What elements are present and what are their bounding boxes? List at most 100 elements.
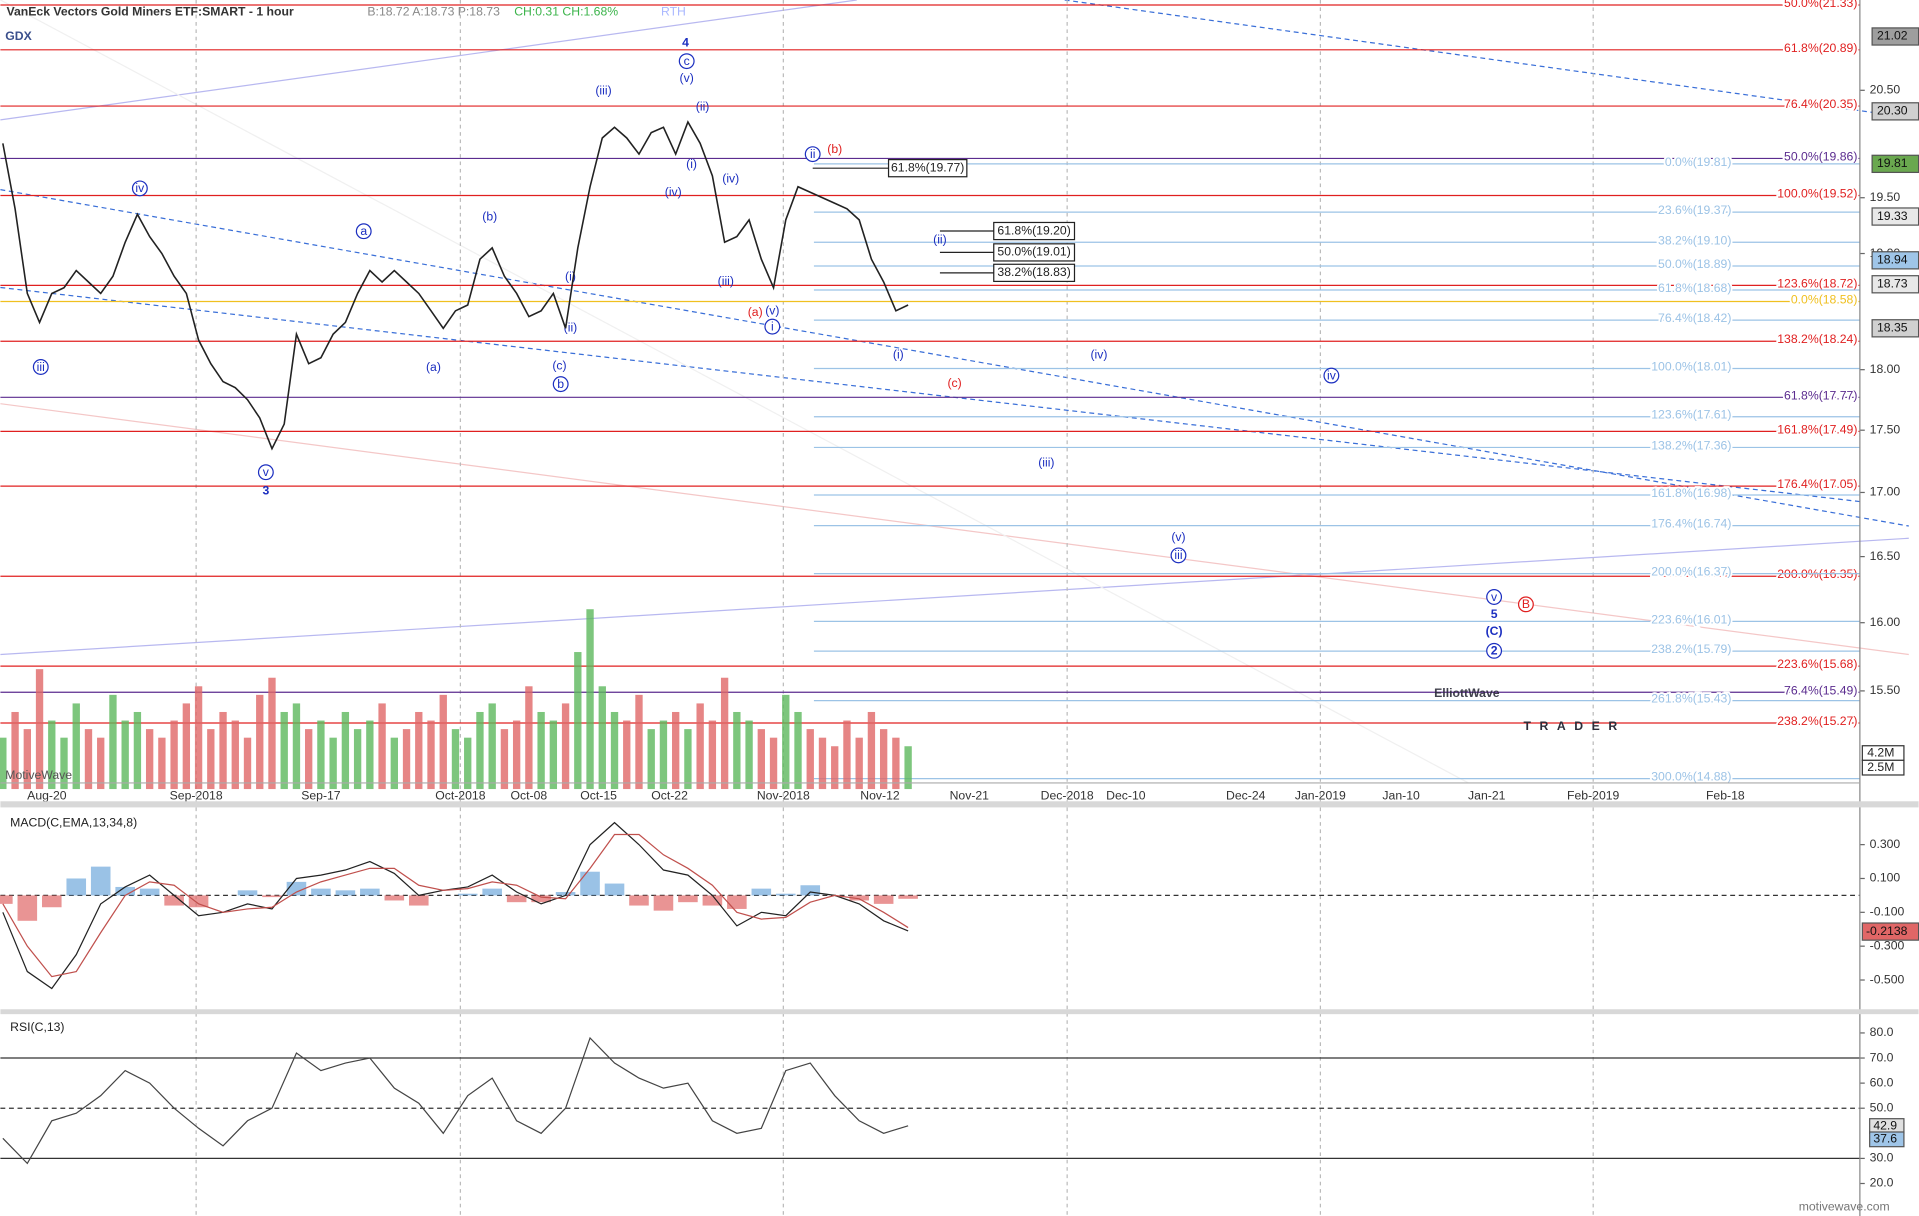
wave-circle	[552, 376, 569, 393]
volume-bar	[598, 686, 606, 790]
volume-bar	[170, 720, 178, 790]
macd-histogram	[580, 871, 600, 896]
macd-histogram	[90, 866, 111, 896]
panel-title: RSI(C,13)	[10, 1020, 64, 1034]
symbol: GDX	[5, 29, 32, 43]
macd-line	[2, 833, 909, 978]
brand: MotiveWave	[5, 768, 72, 782]
volume-bar	[574, 652, 582, 790]
volume-bar	[366, 720, 374, 790]
wave-label: (b)	[827, 142, 842, 156]
volume-bar	[231, 720, 239, 790]
y-tick-label: 30.0	[1870, 1151, 1894, 1165]
x-tick-label: Oct-08	[511, 789, 548, 803]
x-tick-label: Dec-10	[1106, 789, 1146, 803]
trend-line	[0, 286, 1860, 503]
volume-bar	[60, 737, 68, 790]
wave-circle	[1486, 589, 1503, 605]
x-tick-label: Aug-20	[27, 789, 67, 803]
logo: ElliottWave	[1434, 686, 1500, 700]
volume-bar	[133, 711, 142, 790]
volume-bar	[879, 729, 888, 790]
fib-label: 0.0%(19.81)	[1665, 155, 1732, 169]
macd-histogram	[751, 888, 772, 896]
wave-circle	[355, 223, 372, 240]
macd-histogram	[262, 895, 282, 898]
fib-label: 76.4%(15.49)	[1784, 683, 1857, 697]
y-tick-label: 19.50	[1870, 190, 1901, 204]
wave-label: (v)	[680, 71, 694, 85]
wave-label: iv	[135, 181, 145, 195]
macd-histogram	[335, 890, 356, 896]
x-tick-label: Nov-21	[950, 789, 990, 803]
macd-histogram	[17, 895, 38, 921]
wave-label: 5	[1491, 607, 1498, 621]
volume-tag	[1861, 759, 1905, 776]
volume-bar	[806, 729, 814, 790]
site: motivewave.com	[1799, 1200, 1890, 1214]
wave-label: 4	[682, 36, 689, 50]
change: CH:0.31 CH:1.68%	[514, 4, 618, 18]
wave-label: ii	[810, 147, 815, 161]
fib-label: 223.6%(15.68)	[1777, 657, 1857, 671]
volume-bar	[843, 720, 851, 790]
y-tick-label: 20.50	[1870, 83, 1901, 97]
macd-histogram	[66, 878, 87, 896]
wave-label: (i)	[893, 348, 904, 362]
volume-bar	[341, 711, 350, 790]
price-tag-label: 18.73	[1877, 277, 1908, 291]
macd-histogram	[653, 895, 674, 911]
fib-box	[887, 159, 968, 178]
price-tag-label: 18.35	[1877, 321, 1908, 335]
macd-histogram	[702, 895, 723, 906]
fib-label: 50.0%(19.86)	[1784, 149, 1857, 163]
volume-bar	[610, 711, 619, 790]
macd-histogram	[849, 895, 869, 901]
wave-circle	[1170, 547, 1187, 564]
wave-label: (i)	[686, 157, 697, 171]
volume-bar	[769, 737, 778, 790]
volume-bar	[659, 720, 668, 790]
macd-histogram	[873, 895, 894, 904]
wave-label: b	[557, 377, 564, 391]
fib-box	[993, 243, 1076, 262]
volume-bar	[647, 729, 655, 790]
wave-label: (v)	[1171, 530, 1185, 544]
fib-label: 100.0%(18.01)	[1651, 359, 1731, 373]
fib-label: 200.0%(16.37)	[1651, 565, 1731, 579]
macd-line	[2, 821, 909, 990]
macd-histogram	[506, 895, 527, 903]
wave-label: i	[771, 319, 774, 333]
volume-bar	[757, 729, 765, 790]
x-tick-label: Dec-24	[1226, 789, 1266, 803]
macd-histogram	[457, 893, 478, 896]
volume-bar	[329, 737, 337, 790]
macd-histogram	[555, 892, 576, 896]
wave-label: v	[263, 465, 270, 479]
trend-line	[0, 403, 1909, 656]
volume-bar	[207, 729, 215, 790]
wave-circle	[1517, 596, 1534, 613]
wave-label: (a)	[426, 360, 441, 374]
fib-label: 238.2%(15.79)	[1651, 642, 1731, 656]
panel-title: MACD(C,EMA,13,34,8)	[10, 816, 137, 830]
fib-label: 0.0%(18.58)	[1791, 293, 1858, 307]
x-tick-label: Feb-18	[1706, 789, 1745, 803]
wave-label: (a)	[748, 305, 763, 319]
wave-label: (ii)	[696, 99, 710, 113]
y-tick-label: 15.50	[1870, 683, 1901, 697]
volume-bar	[158, 737, 166, 790]
volume-bar	[305, 729, 313, 790]
volume-bar	[720, 677, 729, 790]
volume-bar	[488, 703, 496, 790]
macd-histogram	[727, 895, 747, 909]
macd-histogram	[898, 895, 918, 899]
fib-label: 61.8%(19.77)	[891, 160, 964, 174]
volume-bar	[353, 729, 362, 790]
wave-circle	[257, 464, 274, 481]
volume-bar	[635, 694, 643, 790]
fib-label: 300.0%(14.88)	[1651, 770, 1731, 784]
x-tick-label: Oct-22	[651, 789, 688, 803]
price-tag-label: 19.33	[1877, 209, 1908, 223]
